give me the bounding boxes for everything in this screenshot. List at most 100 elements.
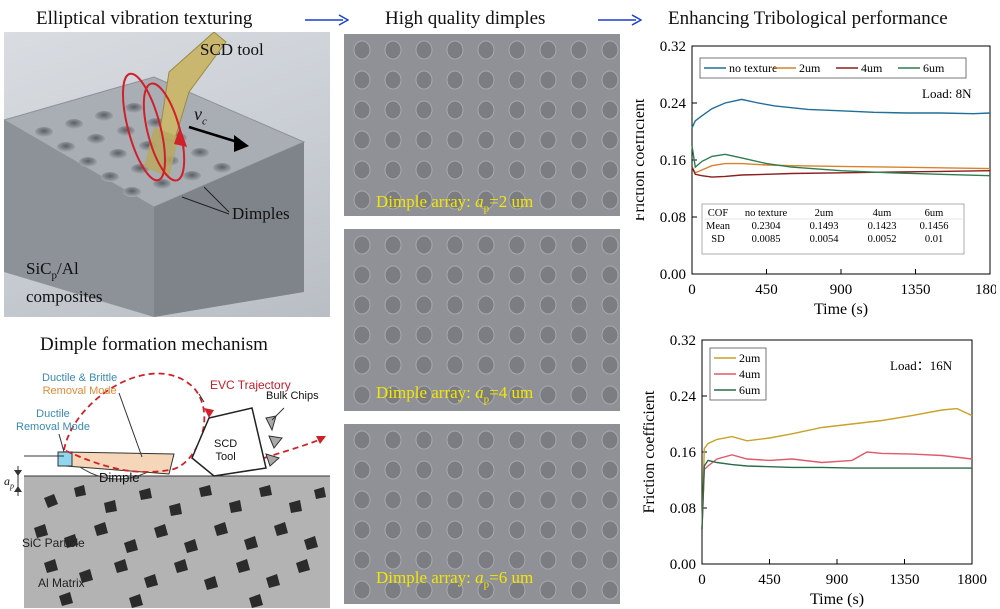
dimple-mark [601, 355, 619, 375]
dimple-mark [539, 160, 557, 180]
dimple-mark [539, 580, 557, 600]
dimple-mark [477, 550, 495, 570]
dimple-mark [415, 160, 433, 180]
dimple-mark [353, 295, 371, 315]
y-tick-label: 0.00 [660, 267, 686, 283]
table-cell: 0.0052 [868, 234, 897, 245]
ductile-brittle-label: Ductile & Brittle Removal Mode [42, 372, 118, 397]
dimple-mark [601, 325, 619, 345]
dimple-mark [384, 70, 402, 90]
block-left-face [4, 120, 154, 317]
dimple-mark [353, 355, 371, 375]
dimple-mark [477, 580, 495, 600]
dimple-mark [508, 190, 526, 210]
vc-label: vc [194, 104, 207, 128]
micrograph-background [344, 34, 620, 216]
legend-entry: 6um [739, 383, 761, 397]
x-tick-label: 1350 [901, 282, 931, 298]
dimple-mark [384, 325, 402, 345]
x-tick-label: 0 [688, 282, 696, 298]
dimple-mark [477, 70, 495, 90]
friction-chart-16n: 0.00 0.08 0.16 0.24 0.32 0 450 900 1350 1800 Time … [641, 333, 987, 608]
table-cell: 0.01 [925, 234, 943, 245]
mechanism-title: Dimple formation mechanism [40, 334, 268, 355]
y-axis-label: Friction coefficient [636, 98, 648, 221]
x-tick-label: 1800 [957, 572, 987, 588]
dimple-mark [570, 460, 588, 480]
dimple-mark [539, 130, 557, 150]
dimple-mark [508, 580, 526, 600]
table-cell: 0.1493 [810, 221, 839, 232]
dimple-mark [353, 265, 371, 285]
dimple-mark [601, 190, 619, 210]
dimple-mark [446, 325, 464, 345]
table-cell: 0.0085 [752, 234, 781, 245]
dimple-mark [508, 130, 526, 150]
series-line-2um [691, 162, 991, 174]
y-tick-label: 0.32 [660, 39, 686, 55]
load-annotation: Load: 8N [922, 86, 972, 101]
dimple-mark [353, 190, 371, 210]
x-axis-label: Time (s) [810, 591, 864, 608]
y-tick-label: 0.32 [670, 333, 696, 349]
table-cell: Mean [706, 221, 731, 232]
dimple-mark [477, 460, 495, 480]
ap-label: ap [4, 474, 14, 491]
dimple-mark [353, 385, 371, 405]
dimple-mark [570, 295, 588, 315]
header-middle: High quality dimples [385, 8, 546, 29]
scd-tool-label: SCD tool [200, 40, 264, 59]
dimples-label: Dimples [232, 204, 290, 223]
dimple-mark [446, 385, 464, 405]
dimple-mark [353, 580, 371, 600]
table-cell: 0.1423 [868, 221, 897, 232]
legend-box [699, 57, 967, 79]
dimple-mark [446, 190, 464, 210]
mechanism-diagram: Ductile & Brittle Removal Mode EVC Traje… [4, 358, 330, 608]
table-cell: 0.0054 [810, 234, 840, 245]
dimple-mark [477, 430, 495, 450]
x-tick-label: 450 [758, 572, 781, 588]
table-cell: 0.2304 [752, 221, 782, 232]
dimple-mark [446, 130, 464, 150]
dimple-mark [539, 235, 557, 255]
dimple-mark [508, 430, 526, 450]
x-tick-label: 1800 [975, 282, 996, 298]
table-cell: COF [708, 208, 729, 219]
dimple-mark [601, 70, 619, 90]
dimple-array-label-4um: Dimple array: ap=4 um [376, 383, 534, 406]
series-line-4um [691, 166, 991, 178]
evc-trajectory-ellipse [121, 72, 167, 182]
dimple-mark [353, 130, 371, 150]
dimple-mark [570, 550, 588, 570]
dimple-mark [539, 265, 557, 285]
dimple-mark [508, 100, 526, 120]
dimple-mark [508, 160, 526, 180]
dimple-mark [601, 265, 619, 285]
dimple-mark [384, 130, 402, 150]
y-tick-label: 0.16 [670, 445, 697, 461]
dimple-mark [508, 265, 526, 285]
dimple-mark [601, 40, 619, 60]
dimple-array-label-2um: Dimple array: ap=2 um [376, 192, 534, 215]
dimple-mark [446, 520, 464, 540]
dimple-mark [415, 40, 433, 60]
dimple-mark [353, 460, 371, 480]
dimple-mark [570, 325, 588, 345]
dimple-mark [601, 385, 619, 405]
x-tick-label: 900 [830, 282, 853, 298]
dimple-mark [508, 385, 526, 405]
y-tick-label: 0.08 [670, 501, 696, 517]
dimple-mark [601, 130, 619, 150]
dimple-mark [539, 325, 557, 345]
dimple-mark [601, 100, 619, 120]
dimple-mark [415, 385, 433, 405]
dimple-mark [508, 40, 526, 60]
dimple-mark [601, 460, 619, 480]
sic-particles [34, 485, 326, 608]
dimple-mark [446, 295, 464, 315]
dimple-mark [539, 520, 557, 540]
dimple-mark [384, 295, 402, 315]
dimple-mark [508, 550, 526, 570]
header-left: Elliptical vibration texturing [36, 8, 253, 29]
